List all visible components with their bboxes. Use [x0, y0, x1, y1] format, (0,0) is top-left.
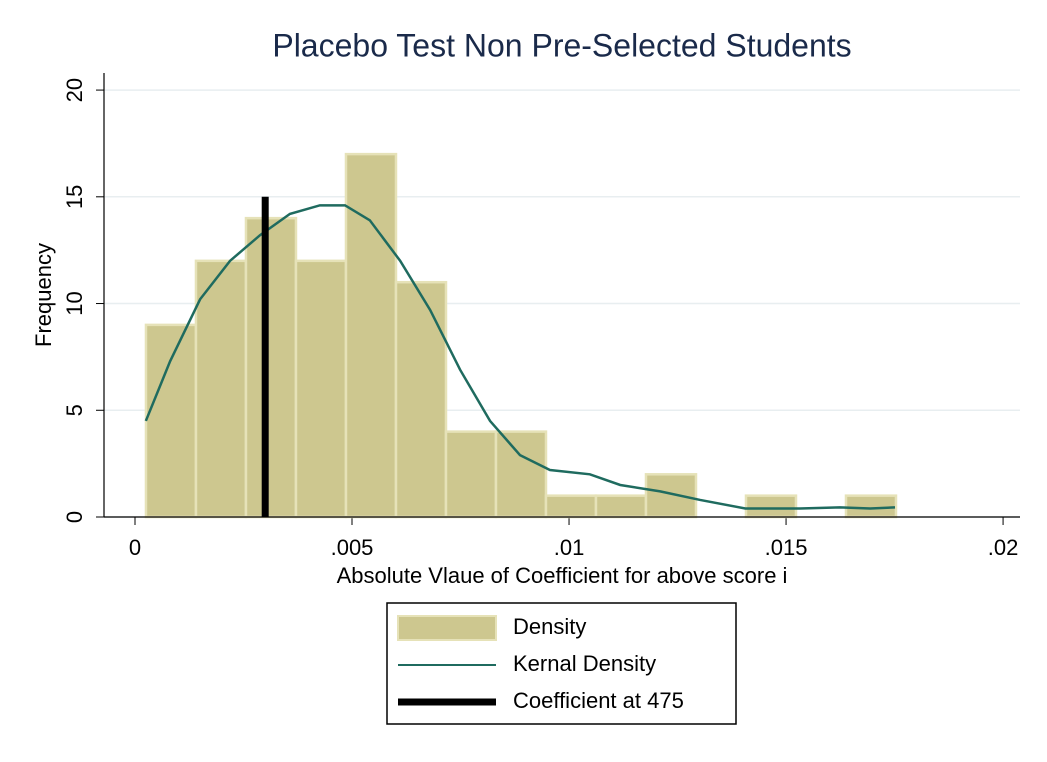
- y-tick-label: 20: [62, 78, 87, 102]
- bar: [444, 430, 498, 519]
- y-tick-label: 0: [62, 511, 87, 523]
- x-tick-label: 0: [129, 535, 141, 560]
- bar: [844, 494, 898, 519]
- kde-line: [144, 204, 896, 510]
- x-tick-label: .015: [765, 535, 808, 560]
- x-tick-label: .005: [331, 535, 374, 560]
- bar: [744, 494, 798, 519]
- bar: [144, 323, 198, 519]
- bar: [494, 430, 548, 519]
- bar: [544, 494, 598, 519]
- bar: [194, 259, 248, 519]
- bar: [394, 280, 448, 519]
- y-tick-label: 10: [62, 291, 87, 315]
- bar: [594, 494, 648, 519]
- x-tick-label: .02: [988, 535, 1019, 560]
- legend-swatch: [397, 615, 497, 641]
- y-tick-label: 15: [62, 185, 87, 209]
- legend-label: Density: [513, 614, 586, 639]
- chart-title: Placebo Test Non Pre-Selected Students: [272, 27, 851, 63]
- bar: [344, 152, 398, 519]
- bar: [294, 259, 348, 519]
- bar: [244, 216, 298, 519]
- y-axis-label: Frequency: [31, 243, 56, 347]
- y-tick-label: 5: [62, 404, 87, 416]
- legend-label: Coefficient at 475: [513, 688, 684, 713]
- x-axis-label: Absolute Vlaue of Coefficient for above …: [337, 563, 788, 588]
- legend-label: Kernal Density: [513, 651, 656, 676]
- x-tick-label: .01: [554, 535, 585, 560]
- bar: [644, 473, 698, 519]
